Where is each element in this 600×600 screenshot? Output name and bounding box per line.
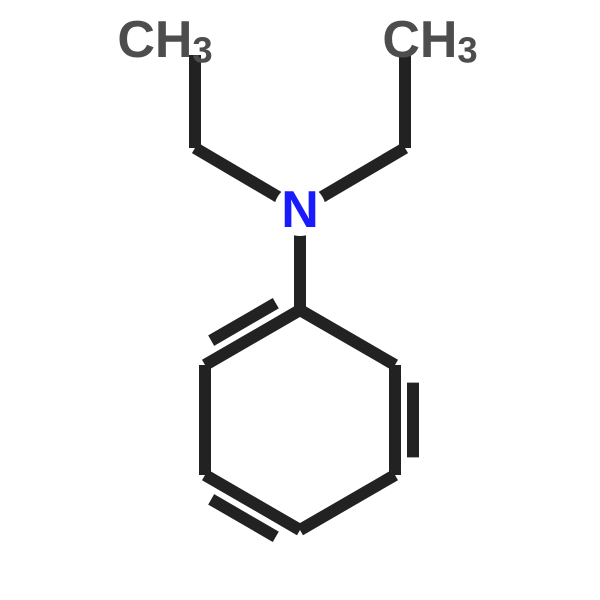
single-bond <box>320 148 405 198</box>
atom-label-N: N <box>281 181 319 239</box>
single-bond <box>300 310 395 365</box>
single-bond <box>195 148 280 198</box>
molecule-diagram: N CH3 CH3 <box>0 0 600 600</box>
atom-label-CH3R: CH3 <box>382 11 477 70</box>
single-bond <box>300 475 395 530</box>
atom-label-CH3L: CH3 <box>117 11 212 70</box>
